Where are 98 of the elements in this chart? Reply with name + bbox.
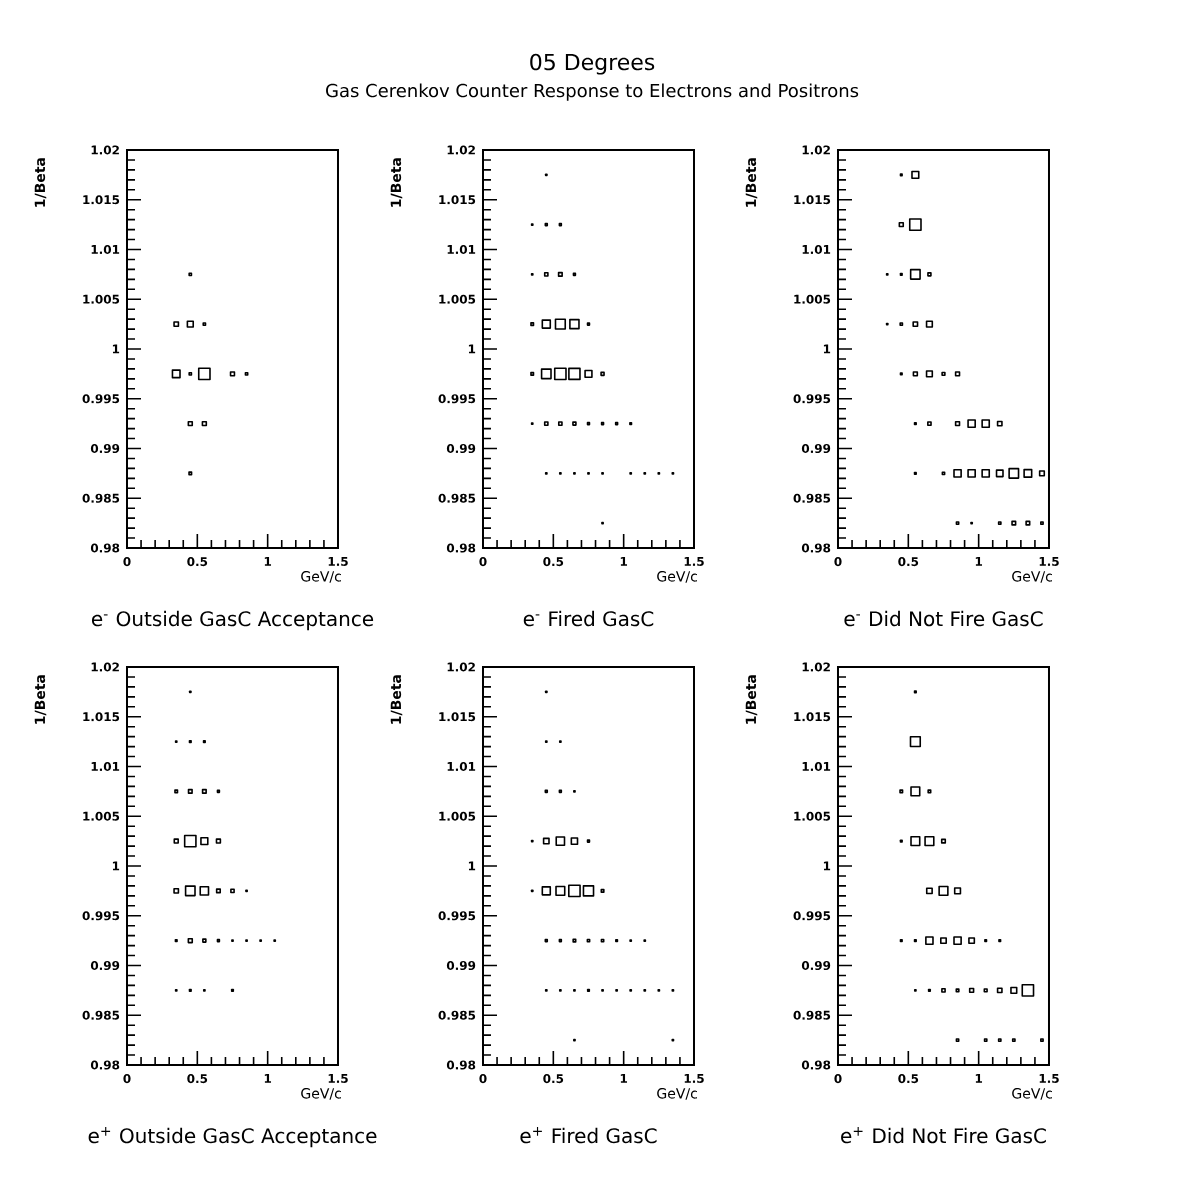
x-tick-label: 1.5 [684, 1074, 704, 1083]
y-tick-label: 0.98 [90, 543, 120, 553]
y-tick-label: 0.98 [446, 1060, 476, 1070]
text: e$^{-}$ Outside GasC Acceptance [91, 610, 374, 631]
y-tick-label: 1.015 [794, 712, 831, 722]
x-tick-label: 0 [834, 557, 842, 567]
text: e$^{+}$ Fired GasC [520, 1126, 657, 1144]
x-tick-label: 1 [264, 1074, 272, 1083]
x-tick-label: 1.5 [328, 557, 348, 566]
y-tick-label: 1.01 [447, 761, 476, 772]
y-tick-label: 0.99 [446, 443, 476, 454]
x-axis-title: GeV/c [301, 571, 341, 583]
y-tick-label: 0.99 [801, 960, 831, 971]
y-tick-label: 1.02 [447, 145, 475, 155]
y-tick-label: 0.985 [82, 1010, 120, 1020]
x-tick-label: 0 [123, 1074, 131, 1084]
y-tick-label: 0.985 [793, 1010, 831, 1020]
x-tick-label: 0 [834, 1074, 842, 1084]
y-tick-label: 1.015 [83, 195, 120, 205]
x-tick-label: 0 [479, 1074, 487, 1084]
y-tick-label: 0.985 [438, 1010, 476, 1020]
y-tick-label: 0.98 [801, 1060, 831, 1070]
x-axis-title: GeV/c [301, 1088, 341, 1100]
x-tick-label: 0.5 [543, 1074, 564, 1084]
x-tick-label: 0.5 [187, 1074, 208, 1084]
y-tick-label: 1.01 [91, 761, 120, 772]
y-tick-label: 1 [112, 344, 120, 354]
x-tick-label: 1.5 [1039, 1074, 1059, 1083]
y-tick-label: 0.995 [438, 911, 476, 921]
x-tick-label: 1.5 [328, 1074, 348, 1083]
x-axis-title: GeV/c [657, 571, 697, 583]
y-tick-label: 1 [112, 861, 120, 871]
x-tick-label: 1 [620, 557, 628, 566]
y-tick-label: 0.985 [82, 493, 120, 503]
x-tick-label: 0.5 [898, 557, 919, 567]
y-tick-label: 1.02 [91, 145, 119, 155]
y-tick-label: 0.995 [82, 394, 120, 404]
y-tick-label: 0.98 [801, 543, 831, 553]
y-axis-title: 1/Beta [745, 158, 758, 207]
y-tick-label: 1 [468, 344, 476, 354]
y-tick-label: 1.02 [802, 662, 830, 672]
x-tick-label: 0 [123, 557, 131, 567]
x-tick-label: 1 [264, 557, 272, 566]
x-tick-label: 1 [975, 557, 983, 566]
y-tick-label: 0.98 [90, 1060, 120, 1070]
y-tick-label: 1.005 [83, 294, 120, 304]
y-tick-label: 1 [823, 344, 831, 354]
y-tick-label: 1.015 [439, 195, 476, 205]
y-tick-label: 1.015 [794, 195, 831, 205]
y-tick-label: 1.015 [83, 712, 120, 722]
text: e$^{-}$ Did Not Fire GasC [844, 610, 1043, 627]
y-tick-label: 0.99 [90, 443, 120, 454]
x-tick-label: 0.5 [898, 1074, 919, 1084]
y-tick-label: 1.02 [802, 145, 830, 155]
x-tick-label: 1 [620, 1074, 628, 1083]
y-tick-label: 0.99 [90, 960, 120, 971]
y-tick-label: 1.005 [794, 811, 831, 821]
y-axis-title: 1/Beta [390, 158, 403, 207]
text: e$^{-}$ Fired GasC [523, 610, 654, 627]
y-axis-title: 1/Beta [34, 675, 47, 724]
x-tick-label: 0.5 [187, 557, 208, 567]
x-tick-label: 0 [479, 557, 487, 567]
y-tick-label: 1.015 [439, 712, 476, 722]
x-tick-label: 0.5 [543, 557, 564, 567]
y-tick-label: 0.985 [438, 493, 476, 503]
x-tick-label: 1.5 [684, 557, 704, 566]
y-tick-label: 1.01 [802, 761, 831, 772]
text: Gas Cerenkov Counter Response to Electrons and Positrons [326, 83, 859, 101]
y-tick-label: 0.985 [793, 493, 831, 503]
y-axis-title: 1/Beta [34, 158, 47, 207]
y-tick-label: 1.005 [439, 294, 476, 304]
y-tick-label: 1 [468, 861, 476, 871]
y-tick-label: 0.99 [446, 960, 476, 971]
text: e$^{+}$ Did Not Fire GasC [841, 1126, 1046, 1144]
y-tick-label: 1.02 [447, 662, 475, 672]
y-tick-label: 0.995 [793, 394, 831, 404]
y-tick-label: 1.01 [802, 244, 831, 255]
y-tick-label: 0.995 [793, 911, 831, 921]
y-tick-label: 1.005 [439, 811, 476, 821]
y-axis-title: 1/Beta [390, 675, 403, 724]
y-axis-title: 1/Beta [745, 675, 758, 724]
y-tick-label: 1.005 [83, 811, 120, 821]
y-tick-label: 1 [823, 861, 831, 871]
y-tick-label: 1.01 [447, 244, 476, 255]
x-axis-title: GeV/c [657, 1088, 697, 1100]
x-tick-label: 1.5 [1039, 557, 1059, 566]
text: 05 Degrees [530, 53, 655, 75]
y-tick-label: 0.98 [446, 543, 476, 553]
y-tick-label: 0.995 [438, 394, 476, 404]
y-tick-label: 1.01 [91, 244, 120, 255]
y-tick-label: 0.99 [801, 443, 831, 454]
y-tick-label: 0.995 [82, 911, 120, 921]
y-tick-label: 1.005 [794, 294, 831, 304]
x-axis-title: GeV/c [1012, 571, 1052, 583]
y-tick-label: 1.02 [91, 662, 119, 672]
x-axis-title: GeV/c [1012, 1088, 1052, 1100]
x-tick-label: 1 [975, 1074, 983, 1083]
text: e$^{+}$ Outside GasC Acceptance [88, 1126, 377, 1148]
